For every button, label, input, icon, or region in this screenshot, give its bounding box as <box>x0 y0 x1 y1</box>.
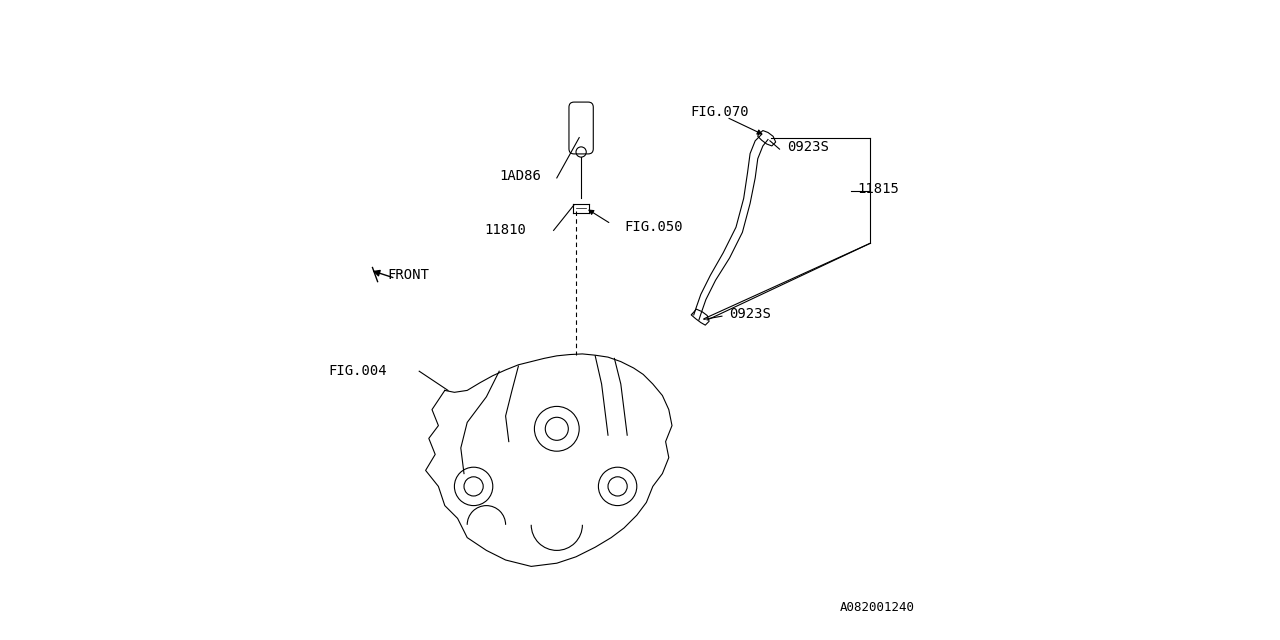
Text: 0923S: 0923S <box>787 140 829 154</box>
Text: 0923S: 0923S <box>730 307 772 321</box>
Text: FIG.004: FIG.004 <box>329 364 387 378</box>
Text: FIG.050: FIG.050 <box>625 220 682 234</box>
Text: FIG.070: FIG.070 <box>691 105 749 119</box>
Text: FRONT: FRONT <box>387 268 429 282</box>
FancyBboxPatch shape <box>570 102 594 154</box>
Text: 11810: 11810 <box>484 223 526 237</box>
Text: A082001240: A082001240 <box>840 602 915 614</box>
Text: 11815: 11815 <box>858 182 900 196</box>
Text: 1AD86: 1AD86 <box>499 169 540 183</box>
